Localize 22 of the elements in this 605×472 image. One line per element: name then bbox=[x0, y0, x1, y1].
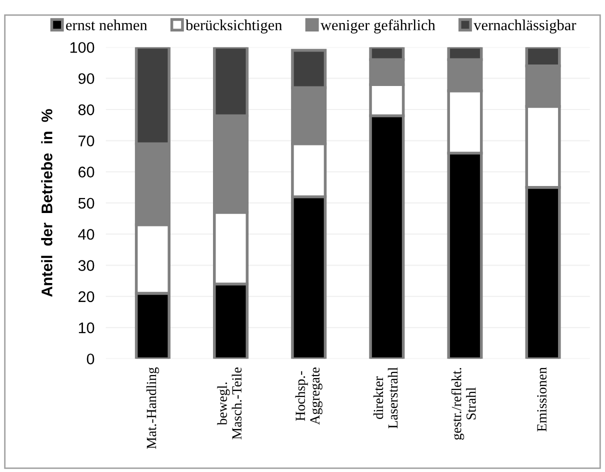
y-tick-label: 10 bbox=[78, 322, 94, 334]
x-tick-label: Hochsp.- Aggregate bbox=[295, 368, 322, 425]
legend-label: vernachlässigbar bbox=[474, 20, 576, 34]
y-axis-title: Anteil der Betriebe in % bbox=[41, 109, 52, 297]
y-tick-label: 60 bbox=[78, 166, 94, 178]
legend-label: ernst nehmen bbox=[66, 20, 148, 30]
y-tick-label: 80 bbox=[78, 104, 94, 116]
x-tick-label: bewegl. Masch.-Teile bbox=[217, 368, 242, 440]
y-tick-label: 90 bbox=[78, 73, 94, 84]
y-tick-label: 0 bbox=[86, 354, 94, 364]
legend-label: berücksichtigen bbox=[186, 20, 282, 34]
y-tick-label: 20 bbox=[78, 291, 94, 302]
y-tick-label: 40 bbox=[78, 228, 94, 240]
x-tick-label: Emissionen bbox=[537, 367, 547, 432]
legend-label: weniger gefährlich bbox=[320, 19, 436, 34]
y-tick-label: 50 bbox=[78, 198, 94, 209]
y-tick-label: 30 bbox=[78, 260, 94, 271]
x-tick-label: Mat.-Handling bbox=[146, 367, 160, 449]
y-tick-label: 100 bbox=[70, 42, 94, 53]
x-tick-label: direkter Laserstrahl bbox=[373, 367, 398, 428]
x-tick-label: gestr./reflekt. Strahl bbox=[451, 368, 476, 440]
y-tick-label: 70 bbox=[78, 136, 94, 146]
